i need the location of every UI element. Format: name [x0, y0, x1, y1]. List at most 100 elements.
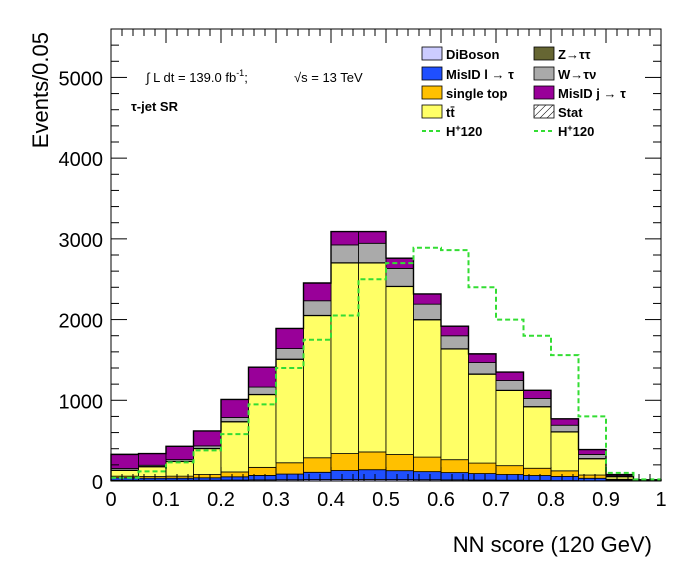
- x-tick-label: 0.1: [152, 489, 180, 511]
- bar-single-top: [303, 457, 332, 473]
- annotation: ∫ L dt = 139.0 fb-1; √s = 13 TeV τ-jet S…: [131, 68, 363, 114]
- bar-tt: [385, 286, 414, 455]
- legend-misid-l-swatch: [421, 66, 443, 81]
- bar-tt: [303, 315, 332, 459]
- signal-h120-line: [111, 246, 661, 481]
- legend-tt-swatch: [421, 104, 443, 119]
- legend-w-label: W→τν: [558, 67, 596, 82]
- bar-misid-j: [165, 445, 194, 461]
- bar-misid-l: [523, 475, 552, 481]
- y-tick-label: 5000: [59, 68, 104, 90]
- bar-w: [523, 398, 552, 407]
- bar-misid-l: [550, 476, 579, 481]
- x-tick-label: 0.5: [372, 489, 400, 511]
- y-tick-label: 2000: [59, 311, 104, 333]
- x-axis-title: NN score (120 GeV): [453, 532, 652, 557]
- bar-single-top: [523, 467, 552, 476]
- bar-misid-l: [468, 473, 497, 481]
- bar-misid-j: [523, 389, 552, 399]
- x-tick-label: 0.4: [317, 489, 345, 511]
- energy-label: √s = 13 TeV: [294, 70, 363, 85]
- bar-misid-j: [468, 353, 497, 363]
- bar-misid-j: [220, 399, 249, 418]
- bar-misid-j: [495, 371, 524, 381]
- x-tick-label: 0.6: [427, 489, 455, 511]
- bar-single-top: [413, 456, 442, 473]
- bar-tt: [468, 373, 497, 464]
- bar-misid-l: [248, 475, 277, 481]
- bar-misid-j: [358, 231, 387, 244]
- x-tick-label: 0.3: [262, 489, 290, 511]
- y-tick-label: 1000: [59, 391, 104, 413]
- bar-misid-l: [303, 471, 332, 480]
- x-tick-label: 0.8: [537, 489, 565, 511]
- bar-tt: [440, 348, 469, 461]
- legend-single-top-label: single top: [446, 86, 507, 101]
- bar-w: [385, 268, 414, 287]
- bar-single-top: [578, 474, 607, 479]
- legend-misid-j-swatch: [533, 85, 555, 100]
- x-tick-label: 0.2: [207, 489, 235, 511]
- bar-single-top: [220, 471, 249, 478]
- bar-misid-j: [275, 328, 304, 349]
- legend-diboson-swatch: [421, 46, 443, 61]
- bar-misid-j: [193, 430, 222, 447]
- lumi-exponent: -1: [236, 68, 244, 78]
- axes: [110, 28, 662, 482]
- x-tick-label: 0.7: [482, 489, 510, 511]
- legend-single-top-swatch: [421, 85, 443, 100]
- bar-misid-j: [413, 293, 442, 305]
- y-tick-label: 0: [92, 472, 103, 494]
- bar-misid-l: [358, 469, 387, 480]
- bar-single-top: [385, 454, 414, 472]
- lumi-label: ∫ L dt = 139.0 fb: [145, 70, 236, 85]
- legend-tt-label: tt̄: [446, 105, 455, 120]
- bar-single-top: [330, 453, 359, 471]
- bar-tt: [495, 390, 524, 467]
- bar-tt: [248, 394, 277, 468]
- bar-misid-l: [413, 471, 442, 481]
- bar-misid-j: [330, 231, 359, 246]
- legend-h-120-label: H+120: [558, 123, 594, 139]
- bar-tt: [193, 448, 222, 475]
- signal-curve: [111, 246, 661, 481]
- bar-single-top: [193, 474, 222, 479]
- bar-tt: [330, 262, 359, 454]
- bar-misid-j: [440, 325, 469, 337]
- bar-single-top: [468, 462, 497, 474]
- lumi-separator: ;: [244, 70, 248, 85]
- bar-w: [358, 242, 387, 264]
- x-tick-label: 1: [655, 489, 666, 511]
- bar-single-top: [358, 451, 387, 471]
- y-axis-title: Events/0.05: [28, 32, 53, 148]
- bar-tt: [220, 421, 249, 473]
- x-tick-label: 0.9: [592, 489, 620, 511]
- stacked-histogram-bars: [110, 231, 662, 482]
- legend-z-label: Z→ττ: [558, 47, 591, 62]
- bar-misid-j: [578, 449, 607, 455]
- bar-single-top: [440, 459, 469, 474]
- bar-w: [248, 386, 277, 395]
- bar-tt: [110, 470, 139, 477]
- legend-z-swatch: [533, 46, 555, 61]
- bar-misid-j: [303, 282, 332, 302]
- bar-tt: [578, 458, 607, 476]
- bar-single-top: [248, 466, 277, 476]
- bar-misid-j: [138, 453, 167, 466]
- bar-misid-j: [550, 418, 579, 426]
- bar-single-top: [495, 465, 524, 475]
- bar-tt: [413, 319, 442, 458]
- bar-w: [413, 303, 442, 320]
- legend-stat-swatch: [533, 104, 555, 119]
- bar-single-top: [275, 462, 304, 475]
- x-tick-label: 0: [105, 489, 116, 511]
- bar-w: [468, 362, 497, 375]
- legend: DiBoson Z→ττ MisID l → τ W→τν single top MisI…: [421, 46, 626, 139]
- bar-misid-j: [110, 453, 139, 469]
- y-tick-label: 3000: [59, 230, 104, 252]
- bar-tt: [550, 431, 579, 472]
- bar-w: [495, 380, 524, 391]
- background-envelope: [110, 230, 662, 481]
